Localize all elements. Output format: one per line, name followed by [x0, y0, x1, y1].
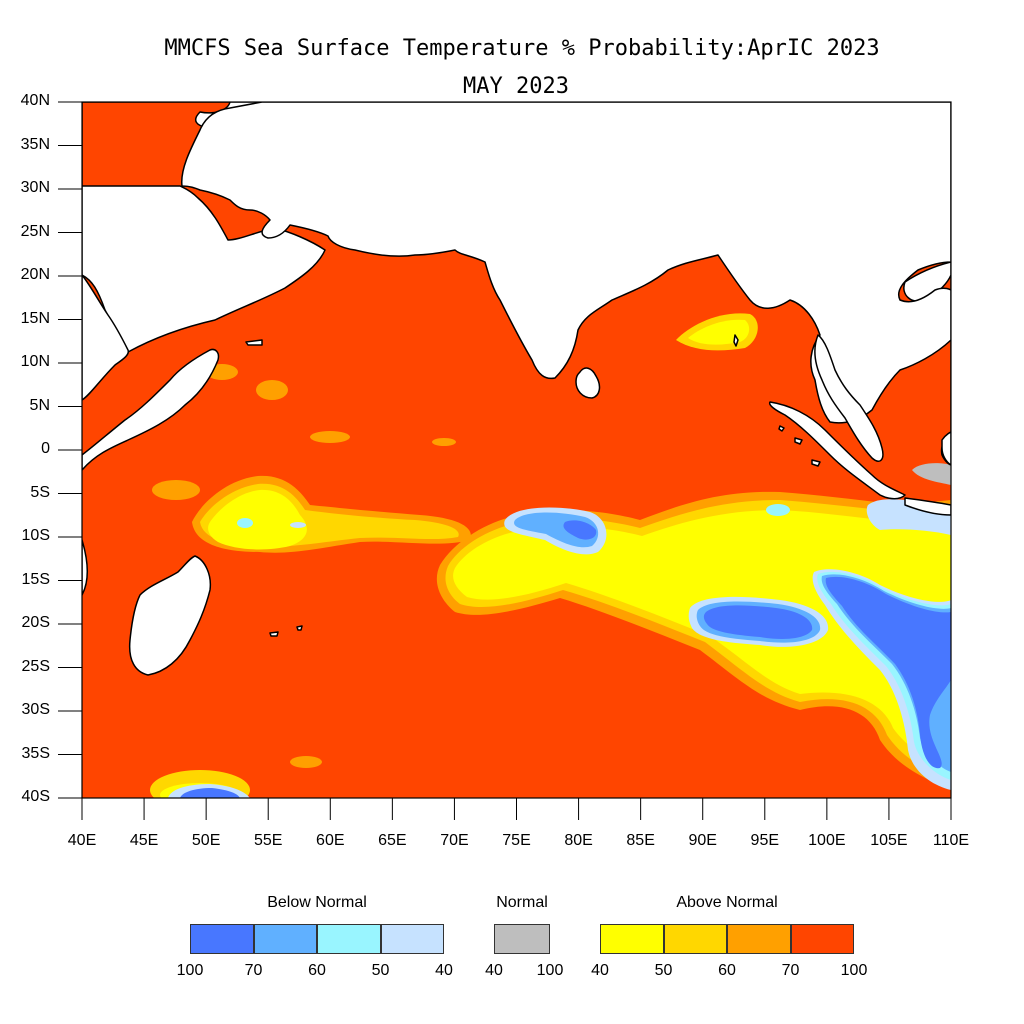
x-tick-label: 110E	[932, 832, 970, 849]
legend-above-swatch	[600, 924, 664, 954]
land-africa-east	[82, 348, 220, 471]
y-tick-label: 10S	[21, 527, 50, 544]
legend-below-swatch	[190, 924, 254, 954]
y-tick-label: 35N	[20, 135, 50, 153]
y-tick-label: 40N	[20, 92, 50, 109]
zone-above-blob-6	[432, 438, 456, 446]
legend-title-normal: Normal	[496, 894, 548, 911]
x-tick-label: 45E	[129, 832, 159, 849]
y-tick-label: 0	[41, 440, 50, 457]
y-tick-label: 20S	[21, 614, 50, 631]
land-sumatra-islands	[811, 459, 821, 467]
legend-normal-tick-label: 100	[536, 962, 564, 979]
y-tick-label: 5S	[30, 483, 50, 501]
legend-below-swatch	[317, 924, 381, 954]
y-tick-label: 25S	[21, 657, 50, 675]
legend-below-tick-label: 70	[244, 962, 263, 979]
legend-below-swatch	[380, 924, 444, 954]
land-nicobar	[794, 437, 803, 445]
legend-normal-tick-label: 40	[485, 962, 503, 979]
zone-below-70-100-south-central	[703, 605, 813, 639]
legend-above-tick-label: 100	[840, 962, 868, 979]
land-madagascar	[128, 555, 212, 676]
zone-above-blob-1	[152, 480, 200, 500]
map-layers	[82, 102, 951, 798]
y-tick-label: 5N	[29, 396, 50, 414]
y-tick-label: 10N	[20, 353, 50, 370]
y-tick-label: 15S	[21, 570, 50, 588]
x-tick-label: 65E	[378, 832, 407, 849]
zone-below-blob-2	[237, 518, 253, 528]
y-tick-label: 35S	[21, 744, 50, 762]
land-island-2	[296, 625, 303, 631]
legend-below-tick-label: 100	[176, 962, 204, 979]
land-africa	[82, 274, 130, 401]
x-tick-label: 75E	[502, 832, 531, 849]
legend-below-tick-label: 50	[371, 962, 390, 979]
legend-above-swatch	[790, 924, 854, 954]
legend-above-swatch	[663, 924, 727, 954]
y-tick-label: 30S	[21, 701, 50, 718]
land-malay-thailand	[814, 334, 884, 462]
legend-title-below: Below Normal	[267, 894, 367, 911]
chart-subtitle: MAY 2023	[463, 74, 569, 99]
x-tick-label: 40E	[67, 832, 97, 849]
land-sri-lanka	[575, 367, 601, 399]
land-java	[904, 497, 951, 516]
zone-below-blob-1	[766, 504, 790, 516]
chart-title: MMCFS Sea Surface Temperature % Probabil…	[164, 36, 880, 61]
x-tick-label: 70E	[440, 832, 469, 849]
zone-above-blob-3	[310, 431, 350, 443]
zone-below-south-west-core	[180, 788, 240, 798]
zone-below-blob-3	[290, 522, 306, 528]
zone-above-40-50-west	[208, 489, 307, 550]
x-tick-label: 100E	[808, 832, 846, 849]
land-india	[181, 102, 951, 424]
land-socotra	[245, 339, 263, 346]
legend-above-tick-label: 60	[718, 962, 736, 979]
land-sumatra	[768, 401, 906, 500]
x-tick-label: 80E	[564, 832, 593, 849]
land-borneo-edge	[941, 431, 951, 466]
x-tick-label: 50E	[191, 832, 221, 849]
y-tick-label: 40S	[21, 788, 50, 805]
y-tick-label: 25N	[20, 222, 50, 240]
legend-below-tick-label: 60	[308, 962, 326, 979]
x-tick-label: 60E	[316, 832, 345, 849]
land-nicobar-2	[778, 425, 785, 432]
legend-title-above: Above Normal	[676, 894, 778, 911]
y-tick-label: 30N	[20, 179, 50, 196]
zone-above-blob-2	[256, 380, 288, 400]
y-tick-label: 15N	[20, 309, 50, 327]
legend-normal-swatch	[494, 924, 550, 954]
land-island-1	[269, 631, 279, 637]
x-tick-label: 105E	[870, 832, 908, 849]
legend-above-tick-label: 40	[591, 962, 609, 979]
x-tick-label: 90E	[688, 832, 717, 849]
zone-above-blob-5	[290, 756, 322, 768]
y-tick-label: 20N	[20, 266, 50, 283]
zone-below-70-100-central	[563, 520, 597, 540]
legend-above-tick-label: 70	[781, 962, 800, 979]
legend-below-tick-label: 40	[435, 962, 453, 979]
x-tick-label: 85E	[626, 832, 655, 849]
legend-above-tick-label: 50	[654, 962, 673, 979]
land-andaman	[733, 334, 739, 347]
x-tick-label: 95E	[750, 832, 780, 849]
zone-normal-indonesia	[912, 463, 951, 485]
x-tick-label: 55E	[253, 832, 283, 849]
axis-ticks	[58, 101, 952, 820]
zone-below-70-100-east	[825, 576, 951, 769]
land-masses	[82, 102, 951, 676]
legend-above-swatch	[727, 924, 791, 954]
legend-below-swatch	[253, 924, 317, 954]
